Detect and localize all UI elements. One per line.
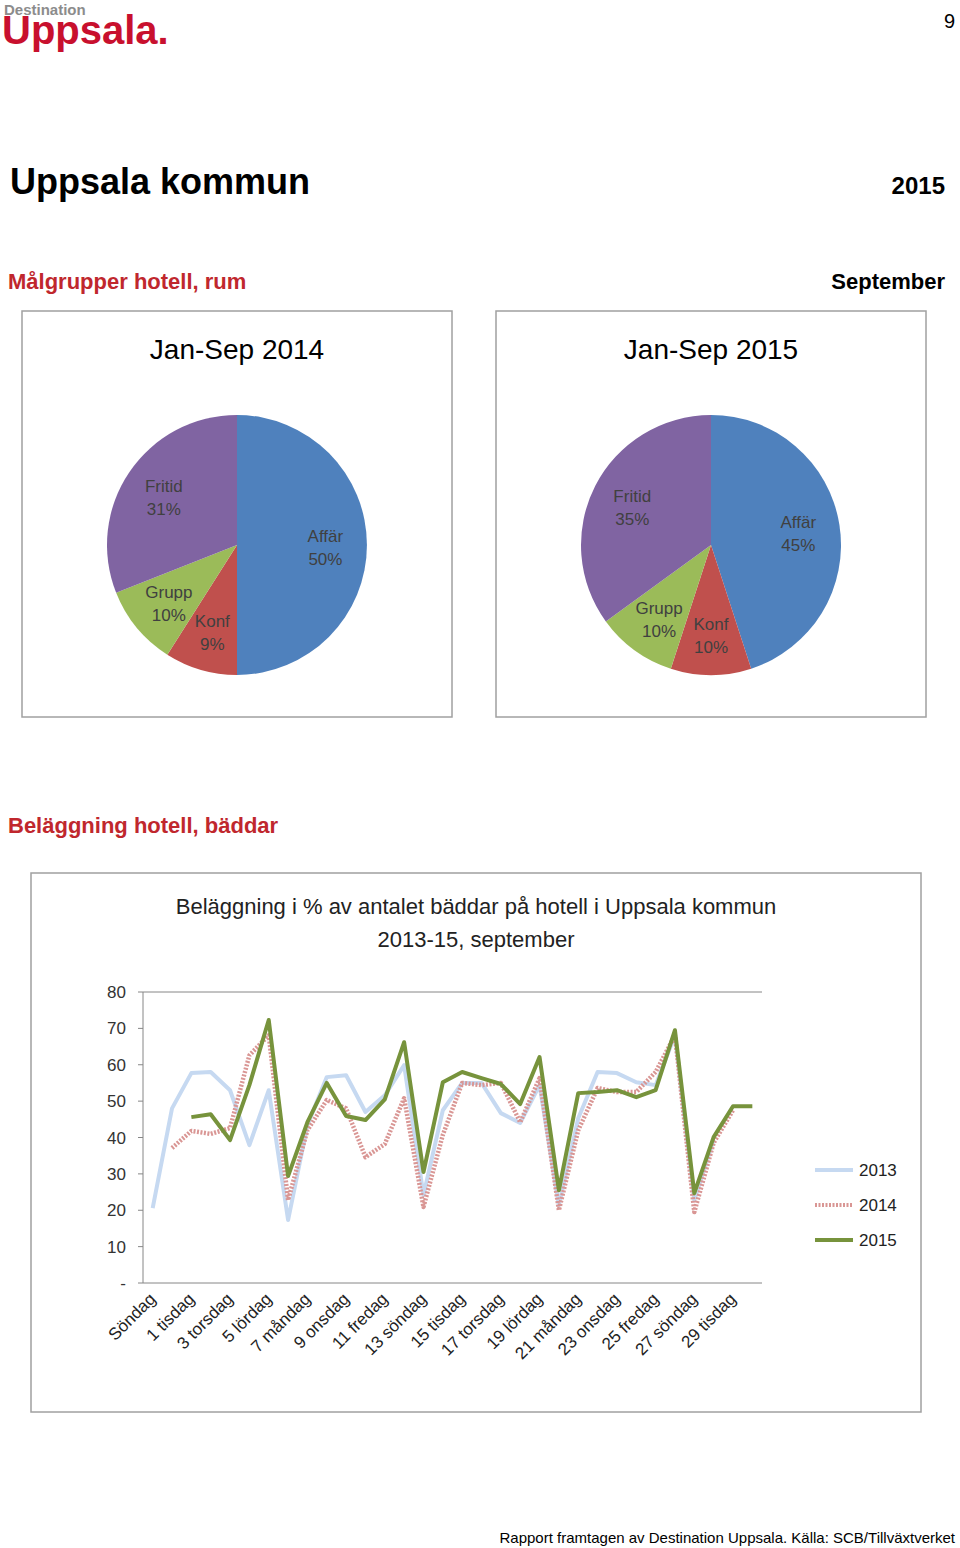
legend-label: 2014 [859,1196,897,1215]
legend-label: 2015 [859,1231,897,1250]
month: September [831,269,945,294]
y-tick [138,1064,143,1065]
chart-frame [31,873,921,1412]
chart-frame [496,311,926,717]
pie-slice [107,415,237,593]
y-tick [138,1101,143,1102]
slice-value: 35% [615,510,649,529]
plot-frame [143,992,762,993]
footer: Rapport framtagen av Destination Uppsala… [500,1529,956,1546]
y-tick [138,1028,143,1029]
y-tick [138,1173,143,1174]
slice-value: 31% [147,500,181,519]
slice-value: 10% [642,622,676,641]
slice-label: Fritid [145,477,183,496]
line-chart: Beläggning i % av antalet bäddar på hote… [31,873,921,1412]
pie-slice [237,415,367,675]
slice-label: Fritid [613,487,651,506]
y-tick-label: 40 [107,1129,126,1148]
legend-swatch [815,1203,853,1207]
section-heading: Målgrupper hotell, rum [8,269,246,294]
pie-chart: Jan-Sep 2015 Affär 45% Konf 10% Grupp 10% Friti… [496,311,926,717]
chart-subtitle: 2013-15, september [378,927,575,952]
slice-value: 9% [200,635,225,654]
section-heading: Beläggning hotell, bäddar [8,813,279,838]
slice-label: Konf [195,612,230,631]
x-tick-label: 3 torsdag [173,1289,237,1353]
x-tick-label: 29 tisdag [678,1289,740,1351]
slice-label: Konf [694,615,729,634]
chart-frame [22,311,452,717]
slice-label: Grupp [145,583,192,602]
year: 2015 [892,172,945,199]
slice-value: 50% [308,550,342,569]
y-tick [138,1246,143,1247]
slice-label: Grupp [635,599,682,618]
y-tick-label: 70 [107,1019,126,1038]
page: DestinationUppsala.9Uppsala kommun2015Må… [0,0,960,1548]
logo-main: Uppsala. [2,8,169,52]
pie-chart: Jan-Sep 2014 Affär 50% Konf 9% Grupp 10% Fritid… [22,311,452,717]
pie-slice [581,415,711,621]
y-tick-label: 20 [107,1201,126,1220]
y-tick-label: 60 [107,1056,126,1075]
slice-value: 45% [781,536,815,555]
y-tick [138,1137,143,1138]
y-tick-label: - [120,1274,126,1293]
y-tick [138,1283,143,1284]
chart-title: Jan-Sep 2015 [624,334,798,365]
y-tick-label: 80 [107,983,126,1002]
slice-label: Affär [308,527,344,546]
legend-label: 2013 [859,1161,897,1180]
y-tick-label: 50 [107,1092,126,1111]
y-tick [138,992,143,993]
y-tick [138,1210,143,1211]
legend-swatch [815,1238,853,1242]
slice-label: Affär [781,513,817,532]
y-tick-label: 30 [107,1165,126,1184]
plot-area [153,1020,753,1220]
legend-swatch [815,1168,853,1172]
chart-title: Jan-Sep 2014 [150,334,324,365]
slice-value: 10% [152,606,186,625]
y-tick-label: 10 [107,1238,126,1257]
chart-title: Beläggning i % av antalet bäddar på hote… [176,894,777,919]
page-title: Uppsala kommun [10,161,310,202]
slice-value: 10% [694,638,728,657]
page-number: 9 [944,10,955,32]
x-axis [143,1283,762,1284]
series-line [191,1020,752,1193]
